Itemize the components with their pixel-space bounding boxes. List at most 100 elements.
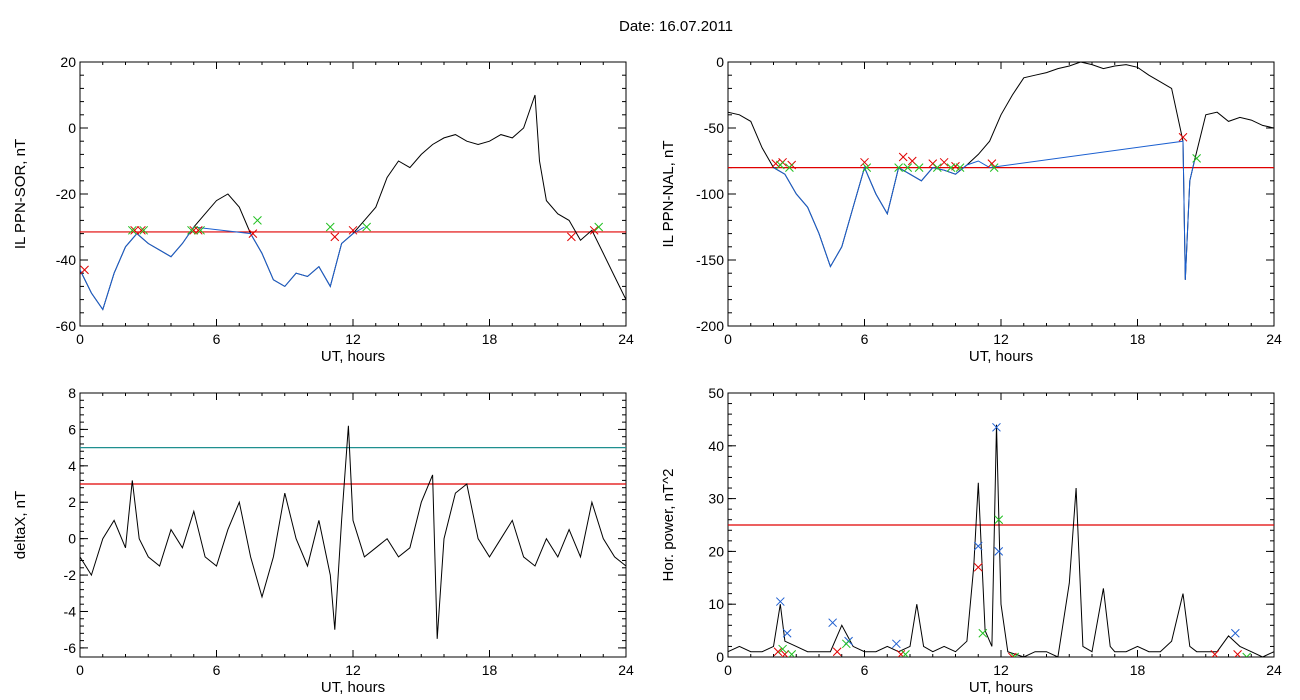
- marker-point: [196, 225, 205, 235]
- marker-stroke: [898, 152, 908, 162]
- marker-point: [362, 222, 372, 232]
- x-tick-label: 24: [618, 331, 634, 347]
- marker-stroke: [907, 156, 917, 166]
- marker-point: [785, 163, 794, 172]
- marker-point: [80, 265, 89, 275]
- marker-point: [1210, 650, 1220, 657]
- y-tick-label: 0: [68, 531, 76, 547]
- x-tick-label: 6: [213, 662, 221, 678]
- x-tick-label: 24: [1266, 662, 1282, 678]
- marker-point: [903, 163, 913, 172]
- marker-stroke: [989, 163, 999, 172]
- x-tick-label: 6: [861, 662, 869, 678]
- marker-stroke: [781, 650, 790, 657]
- marker-stroke: [860, 157, 869, 167]
- marker-point: [127, 225, 137, 235]
- x-tick-label: 12: [993, 662, 1009, 678]
- marker-point: [187, 225, 196, 235]
- marker-stroke: [1230, 628, 1240, 638]
- marker-point: [594, 222, 604, 232]
- marker-point: [330, 232, 340, 242]
- series-line-1: [80, 226, 365, 311]
- marker-stroke: [348, 225, 358, 235]
- marker-stroke: [788, 650, 797, 657]
- plot-area: [80, 425, 626, 639]
- y-tick-label: -20: [56, 186, 76, 202]
- marker-point: [901, 650, 910, 657]
- marker-stroke: [189, 225, 199, 235]
- y-tick-label: 0: [716, 649, 724, 665]
- plot-frame: [79, 61, 627, 327]
- marker-stroke: [594, 222, 604, 232]
- x-tick-label: 12: [345, 662, 361, 678]
- marker-stroke: [130, 225, 139, 235]
- marker-stroke: [1178, 132, 1188, 142]
- marker-point: [1010, 652, 1020, 657]
- y-tick-label: -40: [56, 252, 76, 268]
- marker-stroke: [248, 229, 258, 238]
- marker-point: [907, 156, 917, 166]
- marker-point: [994, 547, 1004, 556]
- marker-stroke: [928, 159, 938, 168]
- marker-stroke: [80, 265, 89, 275]
- y-tick-label: -6: [64, 640, 77, 656]
- y-tick-label: -100: [696, 186, 724, 202]
- marker-stroke: [137, 225, 146, 235]
- x-tick-label: 18: [1130, 662, 1146, 678]
- plot-frame: [727, 61, 1275, 327]
- y-axis-label: deltaX, nT: [12, 491, 29, 559]
- marker-stroke: [992, 422, 1001, 432]
- marker-point: [1242, 652, 1252, 657]
- y-tick-label: 4: [68, 458, 76, 474]
- marker-point: [348, 225, 358, 235]
- x-tick-label: 0: [76, 662, 84, 678]
- marker-stroke: [994, 547, 1004, 556]
- marker-point: [778, 644, 787, 654]
- marker-point: [891, 639, 901, 649]
- marker-stroke: [862, 163, 872, 172]
- marker-point: [860, 157, 869, 167]
- marker-stroke: [1010, 652, 1016, 657]
- marker-stroke: [1245, 652, 1252, 657]
- marker-point: [775, 160, 785, 170]
- y-tick-label: -150: [696, 252, 724, 268]
- marker-point: [193, 225, 203, 235]
- marker-point: [137, 225, 146, 235]
- y-tick-label: -2: [64, 567, 77, 583]
- marker-stroke: [914, 163, 924, 172]
- marker-point: [1233, 650, 1242, 657]
- series-line-0: [728, 424, 1274, 657]
- marker-stroke: [773, 647, 783, 657]
- x-tick-label: 6: [213, 331, 221, 347]
- marker-stroke: [362, 222, 372, 232]
- y-tick-label: 0: [716, 54, 724, 70]
- marker-stroke: [775, 160, 785, 170]
- marker-point: [780, 650, 790, 657]
- y-axis-label: IL PPN-SOR, nT: [12, 139, 29, 249]
- x-tick-label: 6: [861, 331, 869, 347]
- panel-hor-power: 0 6 12 18 24 0 10 20 30 40 50 UT, hours Hor. power, …: [660, 385, 1282, 696]
- series-line-0: [80, 94, 626, 311]
- plot-area: [80, 94, 626, 311]
- marker-point: [325, 222, 335, 232]
- marker-point: [773, 647, 783, 657]
- marker-point: [782, 628, 792, 638]
- marker-point: [894, 163, 903, 172]
- plot-area: [728, 62, 1274, 280]
- marker-stroke: [1234, 650, 1242, 657]
- y-tick-label: 10: [708, 596, 724, 612]
- y-tick-label: -50: [704, 120, 724, 136]
- marker-point: [832, 647, 842, 657]
- marker-stroke: [1242, 652, 1248, 657]
- marker-point: [898, 152, 908, 162]
- marker-stroke: [1011, 652, 1017, 657]
- marker-point: [775, 597, 785, 606]
- marker-stroke: [325, 222, 335, 232]
- series-line-0: [80, 425, 626, 639]
- x-axis-label: UT, hours: [321, 679, 385, 696]
- marker-stroke: [841, 639, 851, 649]
- y-tick-label: 0: [68, 120, 76, 136]
- x-tick-label: 18: [1130, 331, 1146, 347]
- marker-point: [862, 163, 872, 172]
